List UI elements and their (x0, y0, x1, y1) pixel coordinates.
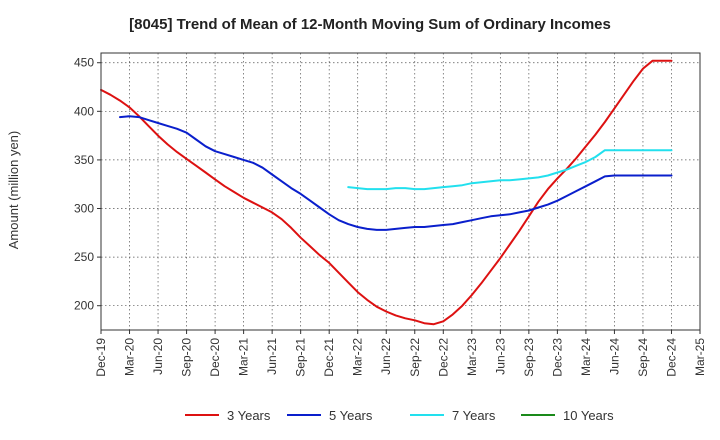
y-tick-label: 300 (74, 202, 94, 216)
x-tick-label: Sep-20 (180, 338, 194, 377)
x-tick-label: Jun-24 (607, 338, 621, 375)
x-ticks: Dec-19 Mar-20 Jun-20 Sep-20 Dec-20 Mar-21 Jun-… (94, 330, 707, 377)
x-tick-label: Mar-22 (351, 338, 365, 376)
chart-title: [8045] Trend of Mean of 12-Month Moving … (129, 16, 611, 33)
x-tick-label: Jun-20 (151, 338, 165, 375)
x-tick-label: Dec-21 (322, 338, 336, 377)
legend-label-2: 7 Years (452, 408, 496, 423)
y-tick-label: 450 (74, 56, 94, 70)
y-tick-label: 200 (74, 299, 94, 313)
y-tick-label: 400 (74, 104, 94, 118)
plot-frame (100, 52, 701, 331)
y-tick-label: 250 (74, 250, 94, 264)
legend-label-1: 5 Years (329, 408, 373, 423)
x-tick-label: Sep-22 (408, 338, 422, 377)
series-line-2 (347, 149, 673, 191)
y-axis-label: Amount (million yen) (6, 131, 21, 250)
grid (101, 53, 700, 330)
x-tick-label: Dec-20 (208, 338, 222, 377)
series-layer (100, 59, 673, 326)
y-tick-label: 350 (74, 153, 94, 167)
x-tick-label: Mar-25 (693, 338, 707, 376)
x-tick-label: Sep-21 (294, 338, 308, 377)
legend-label-0: 3 Years (227, 408, 271, 423)
x-tick-label: Dec-24 (664, 338, 678, 377)
x-tick-label: Jun-23 (493, 338, 507, 375)
series-line-1 (119, 115, 673, 231)
x-tick-label: Mar-20 (123, 338, 137, 376)
y-ticks: 200 250 300 350 400 450 (74, 56, 101, 313)
x-tick-label: Jun-21 (265, 338, 279, 375)
series-line-0 (100, 59, 673, 326)
x-tick-label: Dec-22 (436, 338, 450, 377)
x-tick-label: Dec-19 (94, 338, 108, 377)
x-tick-label: Mar-23 (465, 338, 479, 376)
x-tick-label: Mar-21 (237, 338, 251, 376)
x-tick-label: Dec-23 (550, 338, 564, 377)
x-tick-label: Jun-22 (379, 338, 393, 375)
x-tick-label: Sep-23 (522, 338, 536, 377)
legend: 3 Years 5 Years 7 Years 10 Years (185, 408, 614, 423)
x-tick-label: Mar-24 (579, 338, 593, 376)
x-tick-label: Sep-24 (636, 338, 650, 377)
legend-label-3: 10 Years (563, 408, 614, 423)
